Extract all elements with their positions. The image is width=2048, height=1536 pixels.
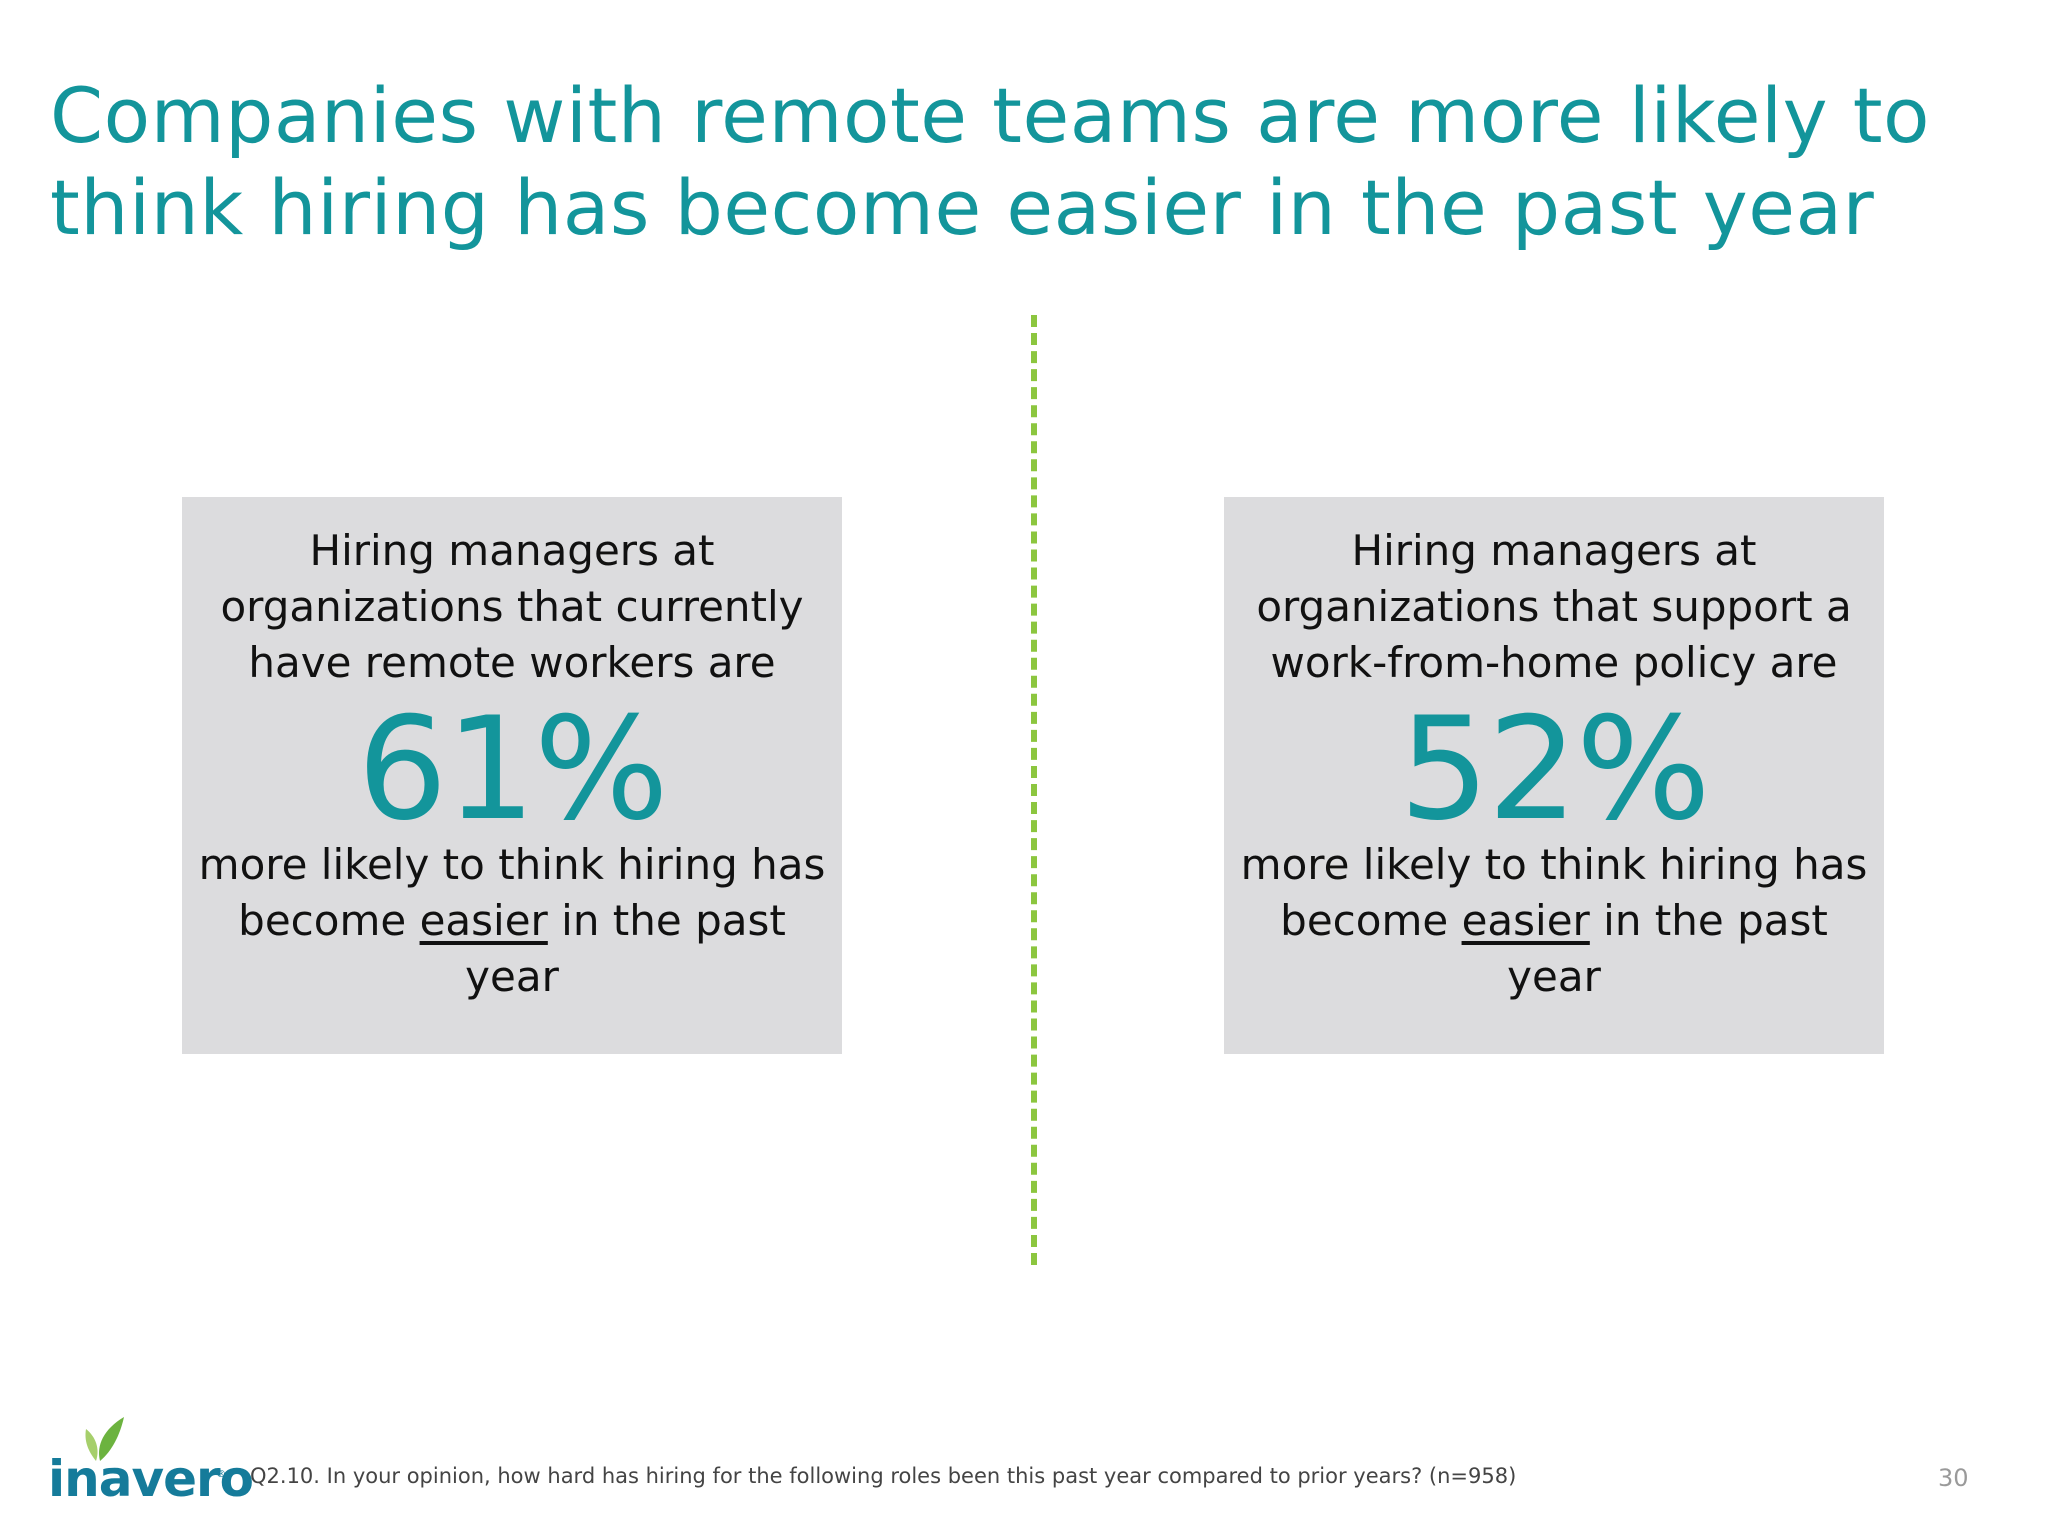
slide-title: Companies with remote teams are more lik…	[50, 71, 1931, 252]
stat-value: 52%	[1399, 687, 1711, 852]
stat-intro: Hiring managers at organizations that cu…	[220, 526, 804, 687]
stat-box-work-from-home: Hiring managers at organizations that su…	[1224, 497, 1884, 1054]
stat-outro-before: more likely to think hiring has become	[1240, 840, 1868, 945]
stat-box-remote-workers: Hiring managers at organizations that cu…	[182, 497, 842, 1054]
stat-outro-after: in the past year	[1507, 896, 1828, 1001]
registered-mark: ®	[216, 1469, 226, 1480]
stat-outro-emphasis: easier	[419, 896, 548, 945]
page-number: 30	[1938, 1464, 1969, 1492]
stat-outro: more likely to think hiring has become e…	[182, 837, 842, 1005]
stat-value: 61%	[357, 687, 669, 852]
stat-outro-emphasis: easier	[1461, 896, 1590, 945]
logo-text: inavero	[48, 1450, 254, 1508]
inavero-logo: inavero ®	[48, 1415, 254, 1507]
stat-outro-after: in the past year	[465, 896, 786, 1001]
stat-outro: more likely to think hiring has become e…	[1224, 837, 1884, 1005]
stat-intro: Hiring managers at organizations that su…	[1256, 526, 1852, 687]
leaf-icon	[85, 1417, 124, 1461]
vertical-divider	[1031, 315, 1037, 1265]
survey-question-footnote: Q2.10. In your opinion, how hard has hir…	[250, 1464, 1517, 1488]
stat-outro-before: more likely to think hiring has become	[198, 840, 826, 945]
